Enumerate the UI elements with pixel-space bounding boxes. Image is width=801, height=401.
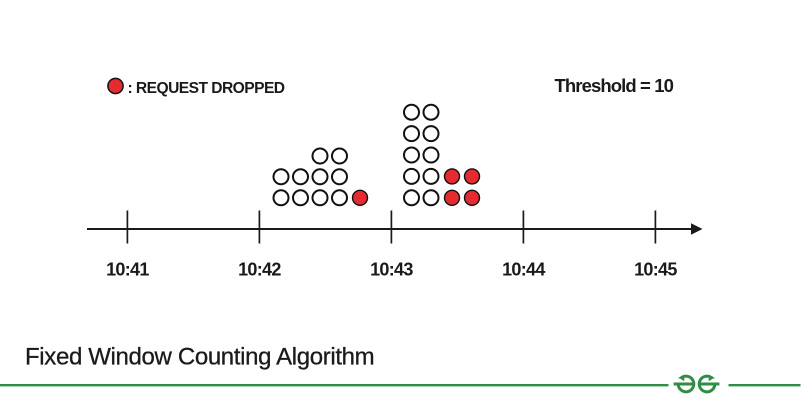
svg-text:10:45: 10:45 xyxy=(634,260,677,280)
svg-text:10:44: 10:44 xyxy=(502,260,545,280)
svg-text:10:43: 10:43 xyxy=(370,260,413,280)
svg-text:10:41: 10:41 xyxy=(106,260,149,280)
svg-text:Threshold = 10: Threshold = 10 xyxy=(555,75,674,96)
svg-text:10:42: 10:42 xyxy=(238,260,281,280)
svg-text:Fixed Window Counting Algorith: Fixed Window Counting Algorithm xyxy=(25,344,374,371)
svg-text:: REQUEST DROPPED: : REQUEST DROPPED xyxy=(128,80,285,97)
